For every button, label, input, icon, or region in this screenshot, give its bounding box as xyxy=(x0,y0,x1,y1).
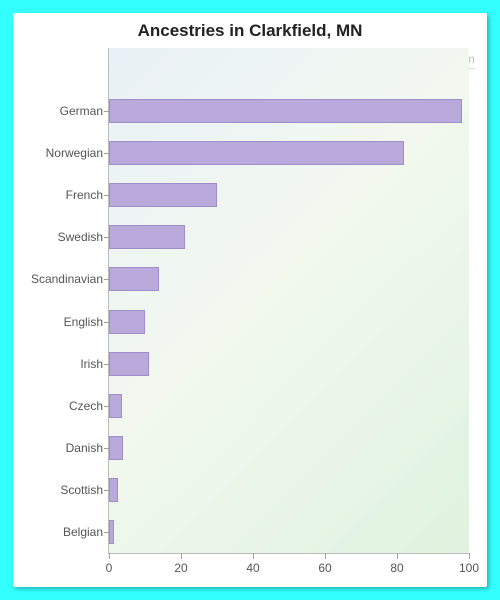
bar-slot: Scottish xyxy=(109,469,469,511)
bar xyxy=(109,520,114,544)
bar xyxy=(109,225,185,249)
bar xyxy=(109,352,149,376)
y-axis-label: Danish xyxy=(66,441,103,455)
y-axis-label: English xyxy=(64,315,103,329)
y-axis-label: Scottish xyxy=(60,483,103,497)
bar-slot: Belgian xyxy=(109,511,469,553)
chart-panel: Ancestries in Clarkfield, MN City-Data.c… xyxy=(13,13,487,587)
bar xyxy=(109,183,217,207)
bar xyxy=(109,310,145,334)
y-axis-label: Belgian xyxy=(63,525,103,539)
y-axis-label: Czech xyxy=(69,399,103,413)
bar-slot: Norwegian xyxy=(109,132,469,174)
y-axis-label: Norwegian xyxy=(46,146,103,160)
x-tick xyxy=(109,553,110,559)
bar xyxy=(109,141,404,165)
y-axis-label: Swedish xyxy=(58,230,103,244)
bar-slot: French xyxy=(109,174,469,216)
bar-slot: English xyxy=(109,301,469,343)
x-tick-label: 100 xyxy=(459,561,479,575)
y-axis-label: Irish xyxy=(80,357,103,371)
y-axis-label: Scandinavian xyxy=(31,272,103,286)
x-tick-label: 40 xyxy=(246,561,259,575)
bar-slot: Irish xyxy=(109,343,469,385)
chart-title: Ancestries in Clarkfield, MN xyxy=(13,21,487,41)
x-tick xyxy=(469,553,470,559)
x-tick xyxy=(253,553,254,559)
x-tick xyxy=(181,553,182,559)
y-axis-label: German xyxy=(60,104,103,118)
bar xyxy=(109,394,122,418)
x-tick-label: 80 xyxy=(390,561,403,575)
x-tick xyxy=(325,553,326,559)
x-tick-label: 60 xyxy=(318,561,331,575)
bar xyxy=(109,99,462,123)
plot-area: 020406080100GermanNorwegianFrenchSwedish… xyxy=(108,48,469,554)
bar-slot: Scandinavian xyxy=(109,258,469,300)
bar-slot: Danish xyxy=(109,427,469,469)
x-tick xyxy=(397,553,398,559)
x-tick-label: 0 xyxy=(106,561,113,575)
bar-slot: German xyxy=(109,90,469,132)
bar xyxy=(109,436,123,460)
x-tick-label: 20 xyxy=(174,561,187,575)
bar xyxy=(109,478,118,502)
bar-slot: Czech xyxy=(109,385,469,427)
y-axis-label: French xyxy=(66,188,103,202)
bar xyxy=(109,267,159,291)
bar-slot: Swedish xyxy=(109,216,469,258)
